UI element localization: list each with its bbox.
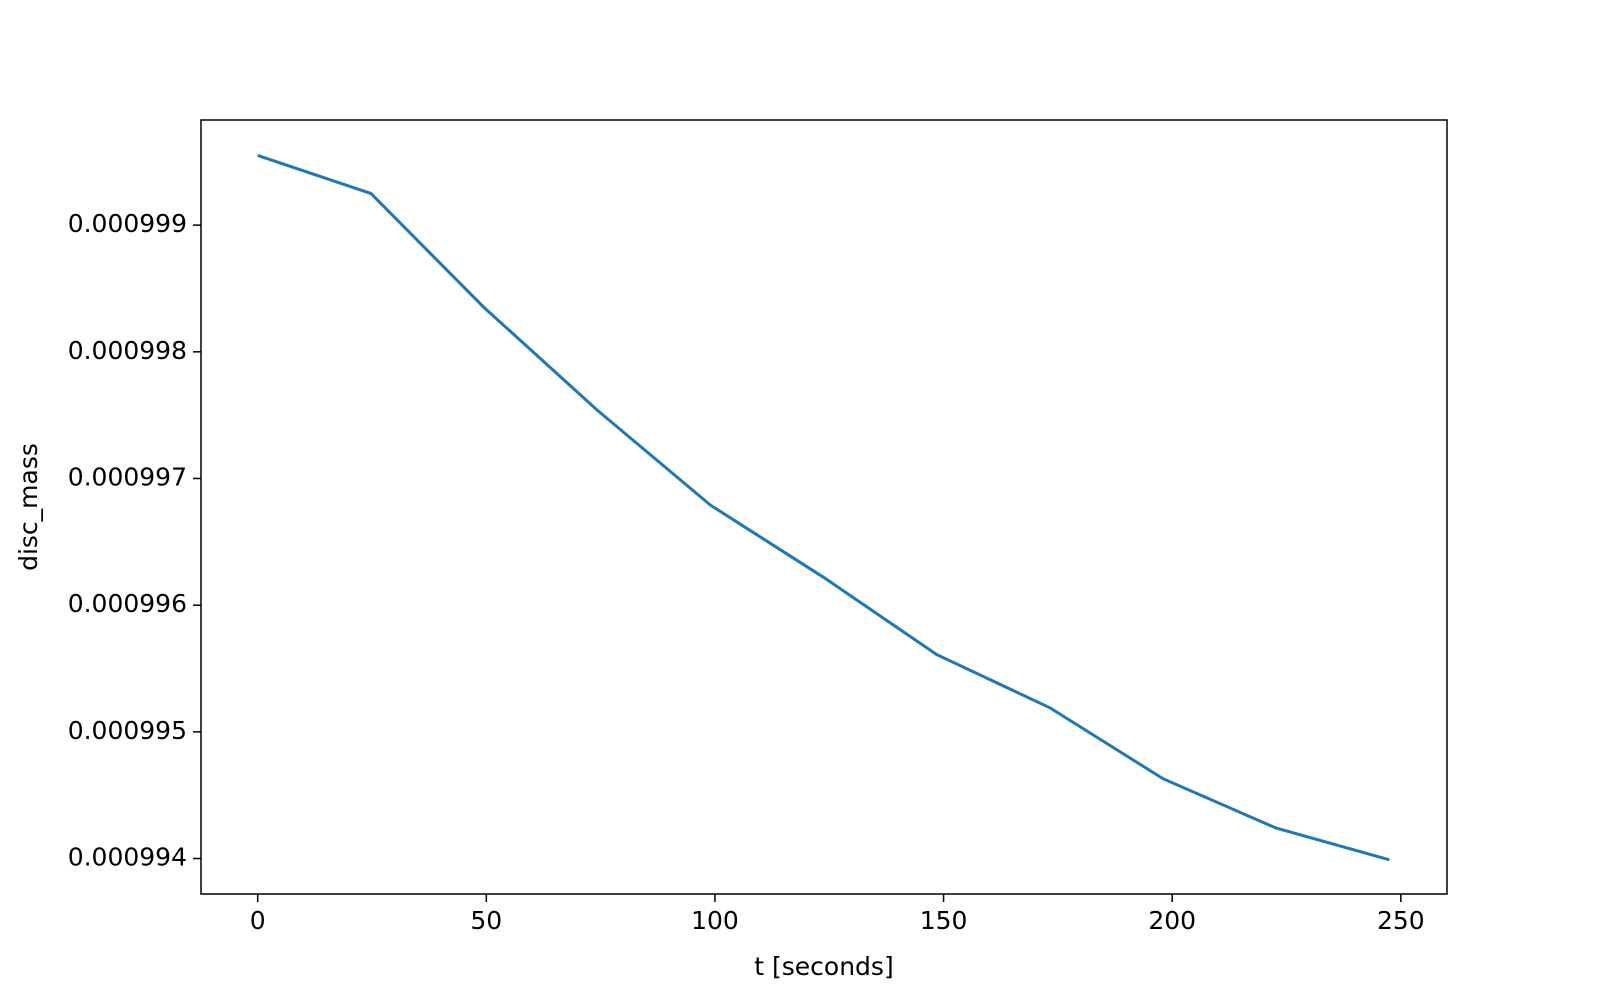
x-tick-label: 100 (691, 906, 739, 935)
x-tick-label: 150 (920, 906, 968, 935)
x-tick-label: 0 (250, 906, 266, 935)
y-tick-label: 0.000998 (68, 336, 187, 365)
data-line (257, 154, 1390, 862)
y-tick-label: 0.000995 (68, 716, 187, 745)
x-tick-label: 50 (470, 906, 502, 935)
y-tick-label: 0.000999 (68, 209, 187, 238)
x-tick-label: 200 (1148, 906, 1196, 935)
y-axis-label: disc_mass (14, 443, 43, 571)
plot-frame (200, 119, 1448, 895)
x-axis-label: t [seconds] (754, 952, 893, 981)
y-tick-label: 0.000996 (68, 589, 187, 618)
y-tick-label: 0.000997 (68, 462, 187, 491)
y-tick-label: 0.000994 (68, 843, 187, 872)
x-tick-label: 250 (1377, 906, 1425, 935)
